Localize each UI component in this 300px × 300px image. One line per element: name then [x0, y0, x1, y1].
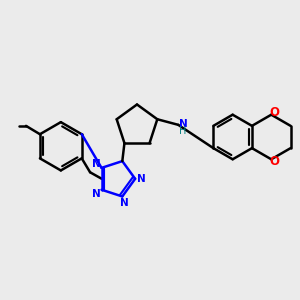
Text: O: O	[269, 155, 279, 168]
Text: N: N	[92, 159, 100, 169]
Text: O: O	[269, 106, 279, 119]
Text: H: H	[179, 126, 187, 136]
Text: N: N	[179, 119, 188, 129]
Text: N: N	[120, 198, 129, 208]
Text: N: N	[137, 174, 146, 184]
Text: N: N	[92, 188, 100, 199]
